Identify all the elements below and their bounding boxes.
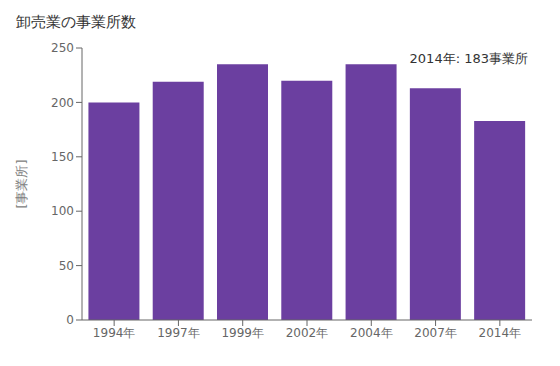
svg-text:1994年: 1994年 xyxy=(93,326,136,340)
svg-text:0: 0 xyxy=(66,313,74,327)
html-text:2014年: 183事業所: 2014年: 183事業所 xyxy=(409,51,528,66)
svg-text:2014年: 2014年 xyxy=(479,326,522,340)
svg-text:[事業所]: [事業所] xyxy=(14,159,29,208)
svg-text:1997年: 1997年 xyxy=(157,326,200,340)
svg-text:150: 150 xyxy=(51,150,74,164)
svg-text:2007年: 2007年 xyxy=(414,326,457,340)
svg-text:2002年: 2002年 xyxy=(286,326,329,340)
html-text:卸売業の事業所数: 卸売業の事業所数 xyxy=(16,13,136,31)
svg-text:2004年: 2004年 xyxy=(350,326,393,340)
svg-text:250: 250 xyxy=(51,41,74,55)
svg-text:100: 100 xyxy=(51,204,74,218)
svg-text:1999年: 1999年 xyxy=(221,326,264,340)
svg-text:200: 200 xyxy=(51,96,74,110)
svg-text:50: 50 xyxy=(59,259,74,273)
